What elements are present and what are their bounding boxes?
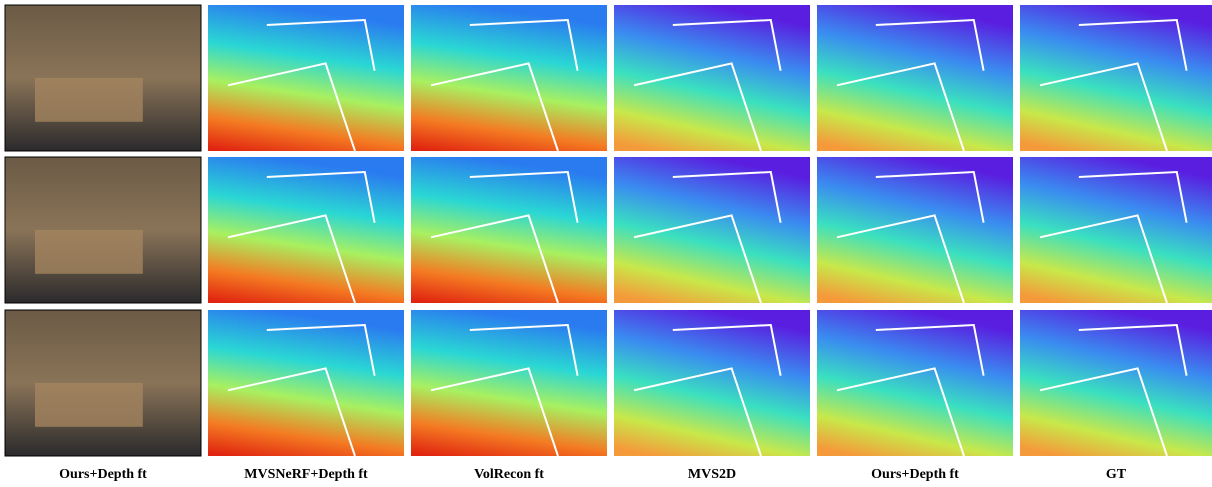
photo-detail — [35, 383, 143, 427]
depth-map — [1020, 5, 1212, 151]
depth-map — [411, 157, 607, 303]
image-grid — [5, 5, 1212, 456]
depth-map — [411, 5, 607, 151]
column-label: Ours+Depth ft — [59, 467, 147, 482]
depth-map — [208, 310, 404, 456]
figure: Ours+Depth ft MVSNeRF+Depth ft VolRecon … — [0, 0, 1212, 487]
column-label: Ours+Depth ft — [871, 467, 959, 482]
depth-map — [614, 310, 810, 456]
depth-map — [208, 157, 404, 303]
column-label: MVSNeRF+Depth ft — [244, 467, 368, 482]
depth-map — [614, 5, 810, 151]
depth-map — [1020, 157, 1212, 303]
depth-map — [817, 157, 1013, 303]
column-label: MVS2D — [688, 467, 736, 482]
column-label: GT — [1106, 467, 1127, 482]
depth-map — [411, 310, 607, 456]
column-label: VolRecon ft — [474, 467, 544, 482]
depth-map — [817, 310, 1013, 456]
column-labels: Ours+Depth ft MVSNeRF+Depth ft VolRecon … — [59, 467, 1127, 482]
depth-map — [614, 157, 810, 303]
depth-map — [208, 5, 404, 151]
photo-detail — [35, 230, 143, 274]
depth-map — [1020, 310, 1212, 456]
depth-map — [817, 5, 1013, 151]
photo-detail — [35, 78, 143, 122]
